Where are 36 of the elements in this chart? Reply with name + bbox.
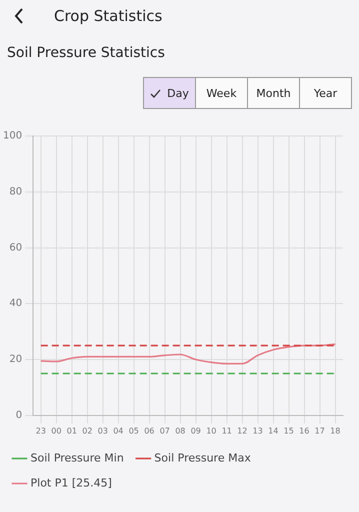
x-tick-label: 09: [190, 426, 201, 436]
x-tick-label: 04: [113, 426, 124, 436]
x-tick-label: 07: [160, 426, 170, 436]
text: Month: [256, 86, 291, 100]
x-tick-label: 18: [330, 426, 340, 436]
legend-label: Plot P1 [25.45]: [30, 476, 112, 490]
x-tick-label: 15: [284, 426, 294, 436]
x-tick-label: 16: [299, 426, 310, 436]
chart-title: Crop Statistics: [54, 7, 162, 25]
y-tick-label: 80: [9, 186, 22, 198]
y-tick-label: 20: [9, 354, 22, 366]
x-tick-label: 11: [222, 426, 232, 436]
y-tick-label: 0: [16, 410, 22, 421]
x-tick-label: 23: [36, 426, 46, 436]
x-tick-label: 06: [144, 426, 154, 436]
x-tick-label: 17: [314, 426, 325, 436]
y-tick-label: 60: [9, 242, 22, 254]
y-tick-label: 40: [9, 298, 22, 310]
x-tick-label: 01: [66, 426, 77, 436]
legend-label: Soil Pressure Max: [154, 451, 252, 464]
text: Day: [167, 86, 189, 100]
y-tick-label: 100: [2, 130, 22, 142]
x-tick-label: 02: [82, 426, 92, 436]
x-tick-label: 14: [268, 426, 278, 436]
text: Year: [314, 86, 338, 100]
x-tick-label: 08: [175, 426, 186, 436]
legend-label: Soil Pressure Min: [30, 451, 124, 464]
chart-subtitle: Soil Pressure Statistics: [6, 44, 166, 61]
x-tick-label: 03: [98, 426, 108, 436]
text: Week: [206, 86, 237, 100]
x-tick-label: 10: [206, 426, 216, 436]
x-tick-label: 00: [51, 426, 62, 436]
x-tick-label: 05: [128, 426, 139, 436]
line-series: [40, 343, 336, 365]
x-tick-label: 13: [252, 426, 263, 436]
x-tick-label: 12: [237, 426, 248, 436]
